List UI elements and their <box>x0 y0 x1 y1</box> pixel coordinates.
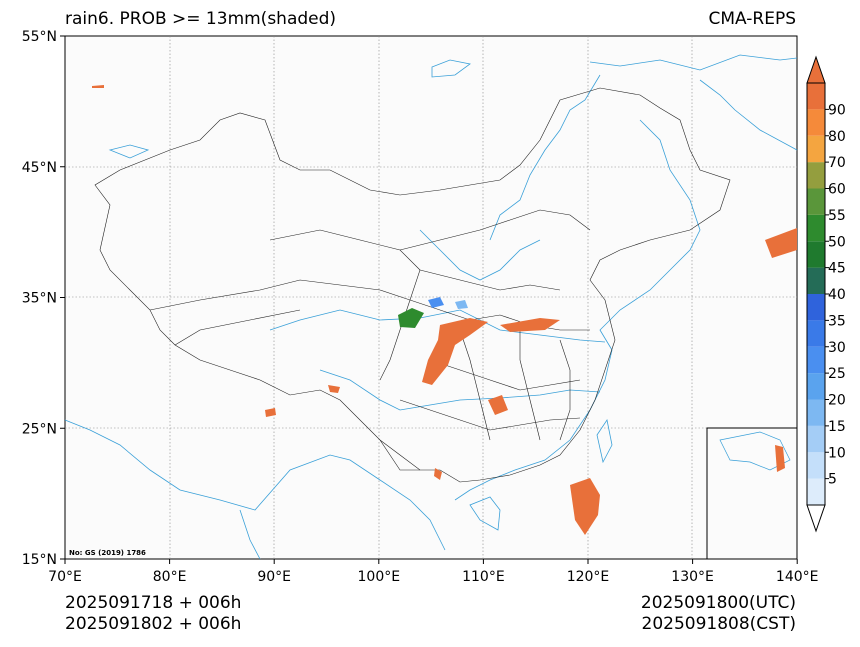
lon-tick-label: 70°E <box>48 569 82 585</box>
map-note: No: GS (2019) 1786 <box>69 549 146 557</box>
colorbar-tick-label: 25 <box>828 366 846 382</box>
lon-tick-label: 130°E <box>671 569 714 585</box>
lon-tick-label: 120°E <box>567 569 610 585</box>
model-name: CMA-REPS <box>708 9 796 29</box>
colorbar-segment <box>807 320 825 347</box>
colorbar-tick-label: 60 <box>828 182 846 198</box>
colorbar-segment <box>807 109 825 136</box>
colorbar-segment <box>807 294 825 321</box>
lat-tick-label: 35°N <box>22 291 57 307</box>
lat-tick-label: 55°N <box>22 29 57 45</box>
lat-tick-label: 15°N <box>22 552 57 568</box>
init-time-cst: 2025091802 + 006h <box>65 614 242 634</box>
colorbar-tick-label: 10 <box>828 445 846 461</box>
colorbar-segment <box>807 373 825 400</box>
colorbar-tick-label: 20 <box>828 393 846 409</box>
coastlines <box>64 54 798 560</box>
chart-title: rain6. PROB >= 13mm(shaded) <box>65 9 337 29</box>
lat-tick-label: 45°N <box>22 160 57 176</box>
lon-tick-label: 100°E <box>358 569 401 585</box>
colorbar-segment <box>807 399 825 426</box>
borders <box>94 87 731 483</box>
precip-shading <box>92 85 797 535</box>
colorbar-tick-label: 55 <box>828 208 846 224</box>
lon-tick-label: 110°E <box>462 569 505 585</box>
colorbar-tick-label: 70 <box>828 155 846 171</box>
colorbar-tick-label: 15 <box>828 419 846 435</box>
colorbar: 5 10 15 20 25 30 35 40 45 50 55 60 70 80 90 <box>806 55 846 533</box>
lat-tick-label: 25°N <box>22 421 57 437</box>
graticule <box>65 36 797 559</box>
colorbar-segment <box>807 425 825 453</box>
colorbar-extend-min <box>806 504 826 533</box>
colorbar-segment <box>807 267 825 294</box>
colorbar-segment <box>807 346 825 374</box>
colorbar-segment <box>807 452 825 479</box>
colorbar-segment <box>807 214 825 242</box>
colorbar-segment <box>807 241 825 268</box>
inset-content <box>719 431 791 472</box>
colorbar-tick-label: 30 <box>828 340 846 356</box>
valid-time-cst: 2025091808(CST) <box>641 614 796 634</box>
colorbar-tick-label: 50 <box>828 234 846 250</box>
colorbar-extend-max <box>806 55 826 84</box>
lon-tick-label: 80°E <box>153 569 187 585</box>
colorbar-tick-label: 35 <box>828 313 846 329</box>
map-frame <box>64 35 798 560</box>
colorbar-segment <box>807 135 825 163</box>
valid-time-utc: 2025091800(UTC) <box>640 593 796 613</box>
colorbar-segment <box>807 188 825 215</box>
lon-tick-label: 90°E <box>257 569 291 585</box>
colorbar-tick-label: 40 <box>828 287 846 303</box>
colorbar-tick-label: 90 <box>828 102 846 118</box>
colorbar-segment <box>807 478 825 505</box>
colorbar-tick-label: 45 <box>828 261 846 277</box>
lon-tick-label: 140°E <box>776 569 819 585</box>
lon-axis: 70°E 80°E 90°E 100°E 110°E 120°E 130°E 140°E <box>48 559 818 585</box>
colorbar-segment <box>807 162 825 189</box>
lat-axis: 55°N 45°N 35°N 25°N 15°N <box>22 29 65 568</box>
colorbar-tick-label: 80 <box>828 129 846 145</box>
colorbar-segment <box>807 83 825 110</box>
init-time-utc: 2025091718 + 006h <box>65 593 242 613</box>
colorbar-tick-label: 5 <box>828 472 837 488</box>
